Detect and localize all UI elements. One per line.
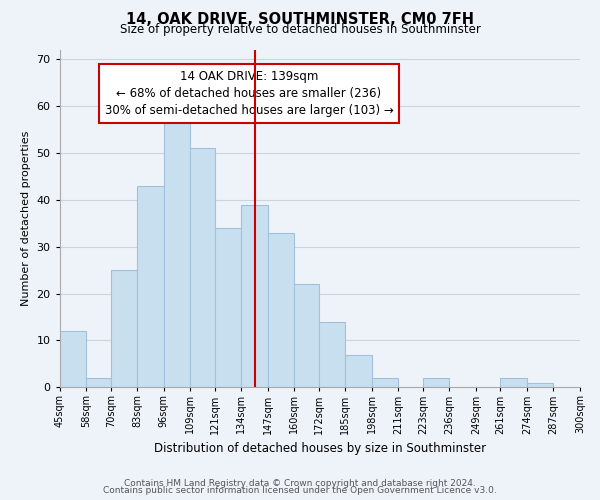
- Text: Contains HM Land Registry data © Crown copyright and database right 2024.: Contains HM Land Registry data © Crown c…: [124, 478, 476, 488]
- Bar: [60, 331, 86, 388]
- Bar: [190, 148, 215, 388]
- Text: 14, OAK DRIVE, SOUTHMINSTER, CM0 7FH: 14, OAK DRIVE, SOUTHMINSTER, CM0 7FH: [126, 12, 474, 28]
- X-axis label: Distribution of detached houses by size in Southminster: Distribution of detached houses by size …: [154, 442, 486, 455]
- Bar: [319, 322, 346, 388]
- Bar: [423, 378, 449, 388]
- Bar: [346, 354, 372, 388]
- Text: Contains public sector information licensed under the Open Government Licence v3: Contains public sector information licen…: [103, 486, 497, 495]
- Bar: [137, 186, 164, 388]
- Text: 14 OAK DRIVE: 139sqm
← 68% of detached houses are smaller (236)
30% of semi-deta: 14 OAK DRIVE: 139sqm ← 68% of detached h…: [104, 70, 394, 117]
- Bar: [372, 378, 398, 388]
- Bar: [500, 378, 527, 388]
- Bar: [215, 228, 241, 388]
- Bar: [241, 204, 268, 388]
- Bar: [527, 382, 553, 388]
- Y-axis label: Number of detached properties: Number of detached properties: [21, 131, 31, 306]
- Bar: [268, 232, 295, 388]
- Bar: [86, 378, 111, 388]
- Bar: [111, 270, 137, 388]
- Bar: [295, 284, 319, 388]
- Text: Size of property relative to detached houses in Southminster: Size of property relative to detached ho…: [119, 22, 481, 36]
- Bar: [164, 116, 190, 388]
